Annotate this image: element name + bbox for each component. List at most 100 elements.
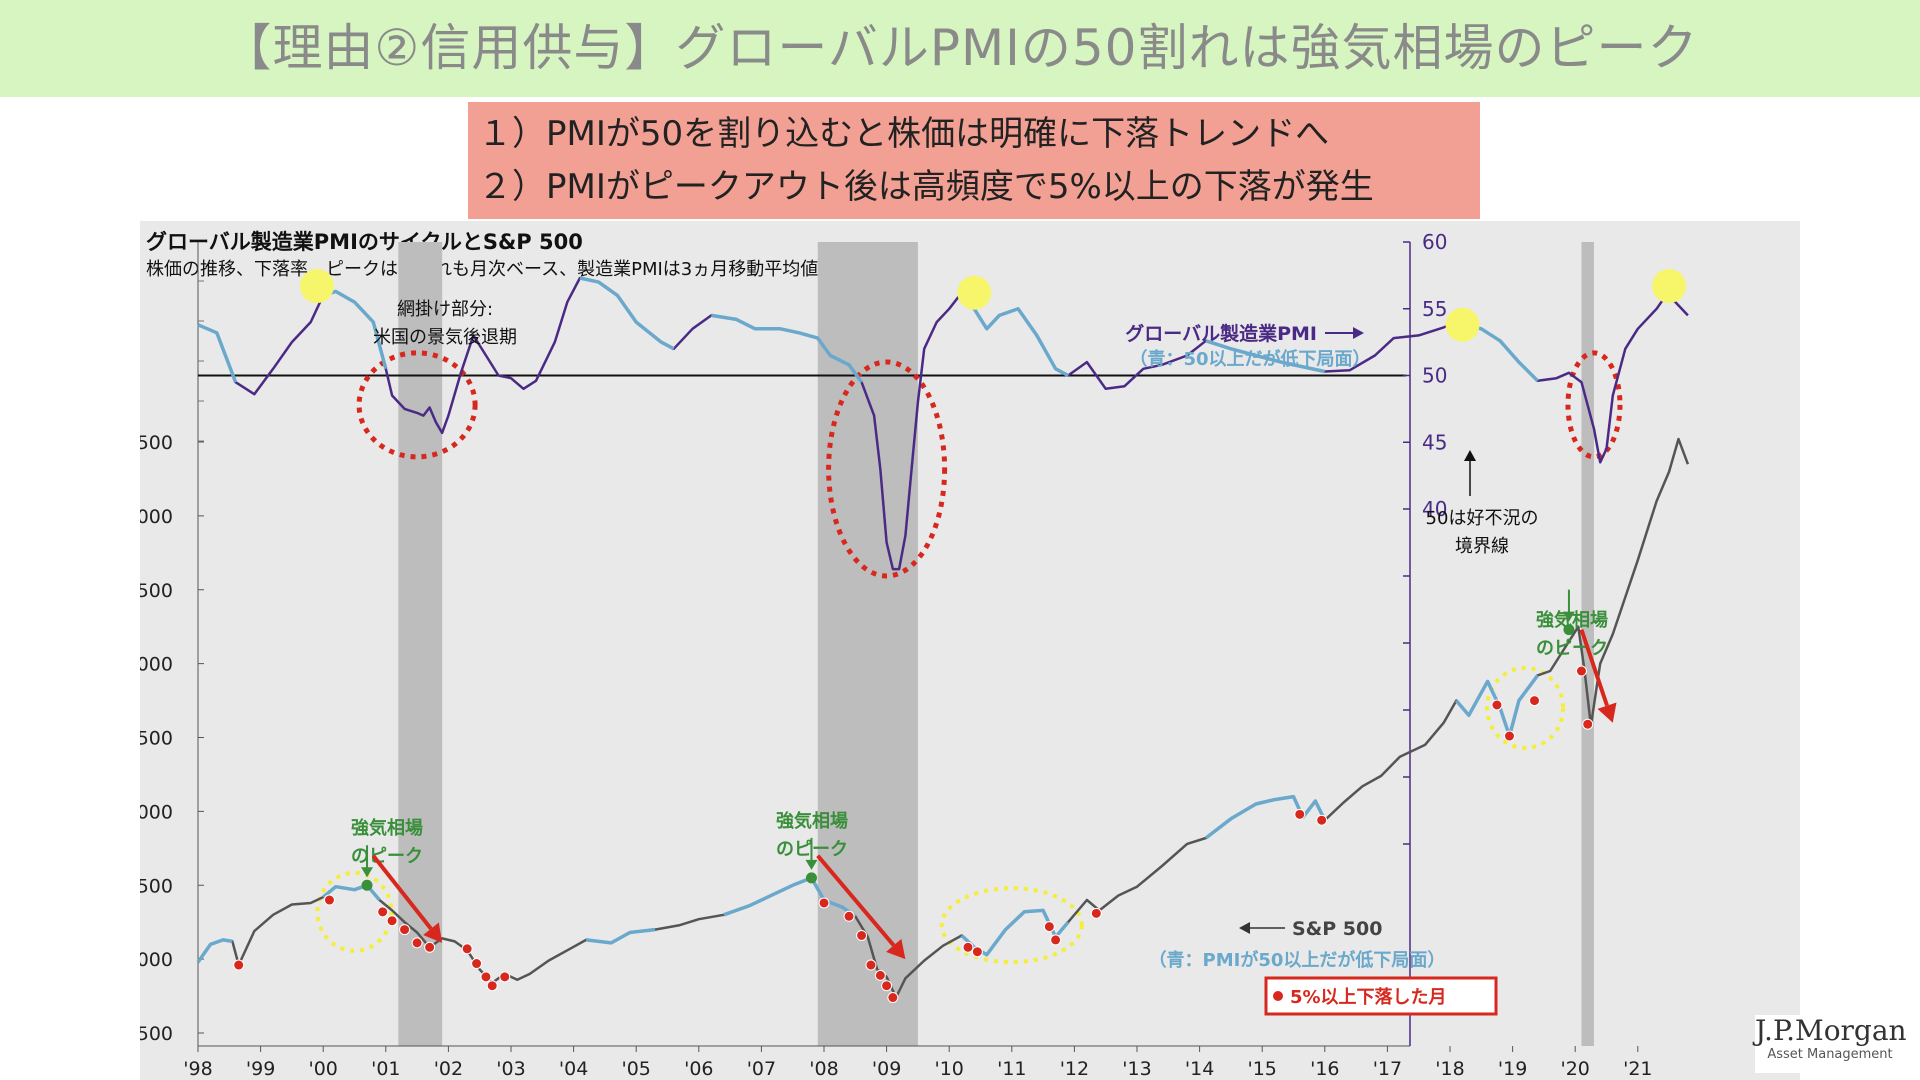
decline-arrow-head-0	[423, 922, 443, 943]
x-tick-label-21: '19	[1498, 1058, 1527, 1080]
drop-point-17	[881, 980, 893, 992]
left-tick-label-7: 1,000	[140, 949, 173, 971]
drop-point-11	[499, 971, 511, 983]
bull-peak-point-1	[805, 872, 817, 884]
left-tick-label-5: 2,000	[140, 801, 173, 823]
peak-label-2019-2: のピーク	[1536, 638, 1608, 659]
pmi-label-arrow-head	[1353, 327, 1364, 339]
drop-point-3	[386, 915, 398, 927]
right-tick-label-0: 60	[1422, 230, 1447, 254]
drop-point-29	[1575, 665, 1587, 677]
key-point-1: １）PMIが50を割り込むと株価は明確に下落トレンドへ	[478, 114, 1330, 154]
chart-axes: 4,500 4,000 3,500 3,000 2,500 2,000 1,500 1,000…	[140, 230, 1653, 1080]
pmi-series-note: （青：50以上だが低下局面）	[1129, 348, 1370, 370]
x-tick-label-19: '17	[1373, 1058, 1402, 1080]
header-banner: 【理由②信用供与】グローバルPMIの50割れは強気相場のピーク	[0, 0, 1920, 97]
drop-point-24	[1294, 808, 1306, 820]
sp500-blue-segment-5	[1204, 794, 1327, 840]
yellow-dotted-circle-0	[315, 870, 394, 953]
drop-point-26	[1491, 699, 1503, 711]
pmi-blue-segment-3	[711, 313, 864, 384]
x-tick-label-18: '16	[1310, 1058, 1339, 1080]
x-tick-label-12: '10	[934, 1058, 963, 1080]
drop-point-27	[1503, 730, 1515, 742]
x-tick-label-15: '13	[1122, 1058, 1151, 1080]
x-tick-label-14: '12	[1060, 1058, 1089, 1080]
drop-point-4	[399, 924, 411, 936]
left-tick-label-1: 4,000	[140, 506, 173, 528]
right-tick-label-4: 40	[1422, 497, 1447, 521]
left-tick-label-0: 4,500	[140, 432, 173, 454]
drop-point-0	[233, 959, 245, 971]
x-tick-label-1: '99	[246, 1058, 275, 1080]
yellow-dotted-circle-1	[939, 886, 1084, 965]
x-tick-label-17: '15	[1247, 1058, 1276, 1080]
left-tick-label-4: 2,500	[140, 728, 173, 750]
recession-band-1	[817, 242, 918, 1046]
x-tick-label-2: '00	[308, 1058, 337, 1080]
drop-point-30	[1582, 718, 1594, 730]
sp500-blue-segment-0	[196, 938, 233, 964]
drop-legend-label: 5%以上下落した月	[1290, 987, 1447, 1008]
page-title: 【理由②信用供与】グローバルPMIの50割れは強気相場のピーク	[221, 19, 1699, 77]
left-tick-label-3: 3,000	[140, 654, 173, 676]
drop-point-8	[471, 958, 483, 970]
key-points-box: １）PMIが50を割り込むと株価は明確に下落トレンドへ ２）PMIがピークアウト…	[468, 102, 1480, 219]
drop-point-10	[486, 980, 498, 992]
left-tick-label-2: 3,500	[140, 580, 173, 602]
bull-peak-arrow-head-0	[361, 867, 374, 878]
bull-peak-point-0	[361, 879, 373, 891]
x-tick-label-11: '09	[872, 1058, 901, 1080]
drop-point-1	[323, 894, 335, 906]
drop-point-9	[480, 971, 492, 983]
x-tick-label-10: '08	[809, 1058, 838, 1080]
drop-point-13	[843, 910, 855, 922]
pmi-blue-segment-0	[197, 323, 238, 383]
sp500-blue-segment-1	[322, 883, 381, 902]
pmi-series-label: グローバル製造業PMI	[1125, 322, 1317, 345]
yellow-dotted-circle-2	[1485, 665, 1566, 750]
bull-peak-arrow-head-2	[1562, 611, 1575, 622]
left-tick-label-8: 500	[140, 1023, 173, 1045]
drop-point-5	[411, 937, 423, 949]
chart-markers	[233, 269, 1687, 1004]
sp-series-label: S&P 500	[1292, 918, 1382, 940]
x-tick-label-22: '20	[1560, 1058, 1589, 1080]
decline-arrow-head-2	[1597, 702, 1617, 723]
drop-point-12	[818, 897, 830, 909]
right-tick-label-3: 45	[1422, 430, 1447, 454]
boundary-label-1: 50は好不況の	[1426, 508, 1539, 529]
sp-series-note: （青：PMIが50以上だが低下局面）	[1149, 949, 1446, 971]
x-tick-label-5: '03	[496, 1058, 525, 1080]
decline-arrow-line-2	[1579, 629, 1609, 707]
drop-point-14	[856, 929, 868, 941]
x-tick-label-7: '05	[621, 1058, 650, 1080]
red-dotted-circle-1	[826, 359, 948, 579]
drop-point-23	[1090, 907, 1102, 919]
right-tick-label-2: 50	[1422, 364, 1447, 388]
sp500-blue-segment-3	[723, 876, 857, 918]
x-tick-label-8: '06	[684, 1058, 713, 1080]
pmi-blue-segment-5	[1205, 339, 1326, 374]
pmi-blue-segment-2	[579, 276, 675, 351]
x-tick-label-20: '18	[1435, 1058, 1464, 1080]
drop-point-19	[962, 941, 974, 953]
annotation-arrows	[371, 629, 1617, 960]
sp-label-arrow-head	[1239, 922, 1250, 934]
drop-point-7	[461, 943, 473, 955]
pmi-blue-segment-4	[960, 291, 1069, 378]
boundary-label-2: 境界線	[1455, 536, 1509, 557]
x-tick-label-4: '02	[434, 1058, 463, 1080]
decline-arrow-line-0	[371, 854, 433, 930]
chart-title: グローバル製造業PMIのサイクルとS&P 500	[146, 230, 583, 254]
drop-point-18	[887, 992, 899, 1004]
drop-point-22	[1050, 934, 1062, 946]
red-dotted-circle-2	[1565, 350, 1623, 460]
drop-point-16	[874, 969, 886, 981]
x-tick-label-16: '14	[1185, 1058, 1214, 1080]
shade-label-2: 米国の景気後退期	[373, 327, 517, 348]
x-tick-label-9: '07	[747, 1058, 776, 1080]
drop-legend-box	[1264, 976, 1498, 1016]
drop-legend-marker	[1273, 991, 1283, 1001]
drop-point-25	[1316, 814, 1328, 826]
